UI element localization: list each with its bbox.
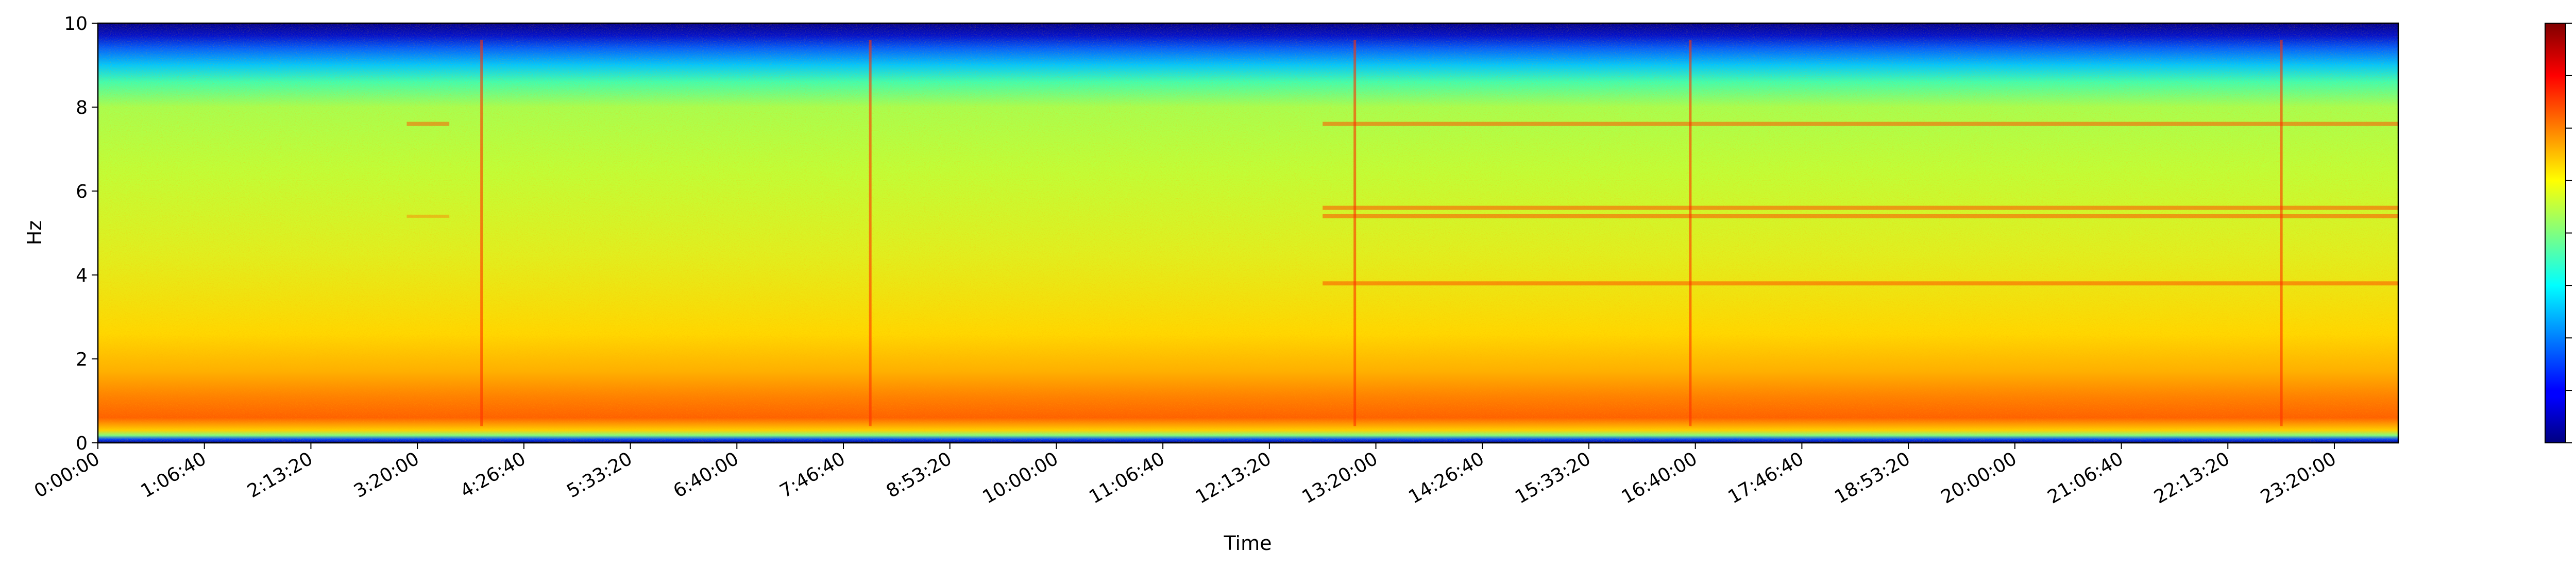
x-tick-label: 5:33:20 [563,448,636,502]
tonal-band [406,122,450,126]
x-tick-label: 11:06:40 [1086,448,1168,508]
x-tick-label: 15:33:20 [1512,448,1595,508]
x-tick-label: 6:40:00 [670,448,742,502]
spectral-features [406,40,2398,426]
x-tick-label: 13:20:00 [1299,448,1382,508]
x-tick-label: 22:13:20 [2150,448,2233,508]
x-tick-label: 4:26:40 [457,448,530,502]
tonal-band [406,214,450,218]
x-tick-label: 17:46:40 [1724,448,1807,508]
x-tick-label: 10:00:00 [979,448,1062,508]
transient-line [480,40,483,426]
colorbar-scale [2545,23,2566,443]
transient-line [1353,40,1357,426]
x-tick-label: 18:53:20 [1831,448,1914,508]
y-tick-label: 8 [76,97,88,118]
tonal-band [1323,205,2398,210]
tonal-band [1323,281,2398,286]
x-tick-label: 21:06:40 [2044,448,2127,508]
y-tick-label: 0 [76,433,88,454]
x-tick-label: 7:46:40 [776,448,849,502]
x-tick-label: 23:20:00 [2257,448,2340,508]
tonal-band [1323,122,2398,126]
x-tick-label: 8:53:20 [883,448,956,502]
plot-frame [97,22,2399,444]
x-tick-label: 0:00:00 [31,448,104,502]
plot-area [97,22,2399,444]
x-axis-label: Time [1224,532,1272,555]
x-tick-label: 2:13:20 [244,448,316,502]
tonal-band [1323,214,2398,218]
y-axis: 0 2 4 6 8 10 [64,13,98,454]
y-axis-label: Hz [23,220,46,246]
colorbar: +0 dB-10 dB-20 dB-30 dB-40 dB-50 dB-60 d… [2545,23,2572,443]
x-tick-label: 3:20:00 [350,448,423,502]
x-tick-label: 20:00:00 [1938,448,2021,508]
x-tick-label: 14:26:40 [1405,448,1488,508]
y-tick-label: 2 [76,349,88,370]
colorbar-ticks: +0 dB-10 dB-20 dB-30 dB-40 dB-50 dB-60 d… [2566,23,2572,443]
y-tick-label: 6 [76,181,88,202]
x-tick-label: 16:40:00 [1618,448,1701,508]
spectrogram-noise [98,23,2398,443]
y-tick-label: 4 [76,265,88,286]
x-tick-label: 1:06:40 [138,448,210,502]
transient-line [2280,40,2283,426]
y-tick-label: 10 [64,13,88,35]
transient-line [869,40,872,426]
transient-line [1689,40,1692,426]
x-tick-label: 12:13:20 [1192,448,1275,508]
x-axis: 0:00:00 1:06:40 2:13:20 3:20:00 4:26:40 5:33:… [31,443,2340,508]
